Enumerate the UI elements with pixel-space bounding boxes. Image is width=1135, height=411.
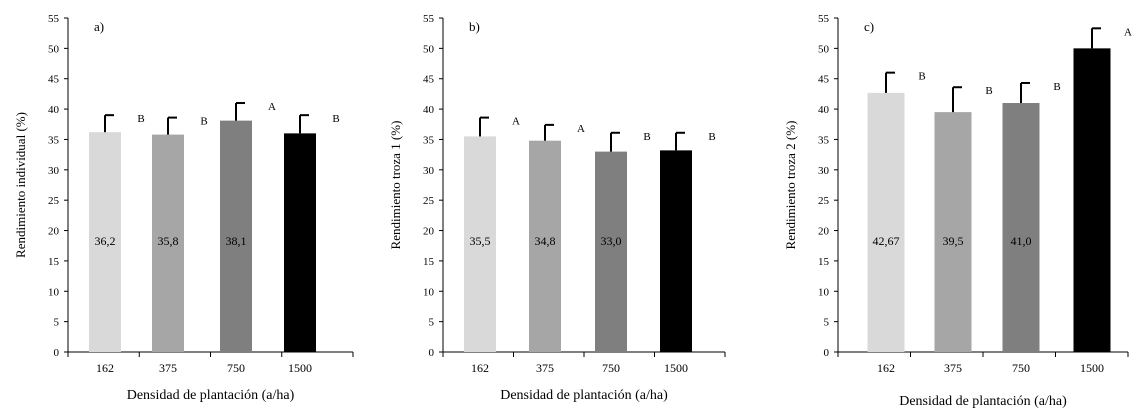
significance-letter: A (268, 101, 276, 113)
y-tick-label: 50 (423, 43, 435, 55)
significance-letter: B (1053, 81, 1060, 93)
y-tick-label: 20 (818, 226, 830, 238)
y-tick-label: 30 (818, 165, 830, 177)
significance-letter: A (577, 123, 585, 135)
bar-375 (934, 112, 972, 352)
bar-value-label: 33,2 (666, 234, 687, 248)
bar-value-label: 42,67 (873, 234, 900, 248)
significance-letter: B (643, 131, 650, 143)
significance-letter: B (137, 113, 144, 125)
y-tick-label: 20 (48, 226, 60, 238)
significance-letter: B (332, 113, 339, 125)
panel-label: a) (94, 19, 104, 34)
bar-value-label: 41,0 (1011, 234, 1032, 248)
x-tick-label: 162 (96, 361, 114, 375)
y-tick-label: 35 (48, 134, 60, 146)
bar-375 (152, 134, 184, 352)
x-tick-label: 375 (944, 361, 962, 375)
x-tick-label: 750 (1012, 361, 1030, 375)
y-tick-label: 5 (824, 317, 830, 329)
significance-letter: B (708, 131, 715, 143)
bar-375 (529, 140, 561, 352)
bar-750 (220, 120, 252, 352)
bar-value-label: 38,1 (226, 234, 247, 248)
x-tick-label: 750 (602, 361, 620, 375)
bar-value-label: 34,8 (535, 234, 556, 248)
y-tick-label: 10 (48, 286, 60, 298)
y-tick-label: 45 (818, 74, 830, 86)
bar-162 (867, 92, 905, 353)
y-tick-label: 45 (48, 74, 60, 86)
y-tick-label: 50 (818, 43, 830, 55)
bar-750 (1002, 103, 1040, 352)
y-tick-label: 0 (824, 347, 830, 359)
x-tick-label: 162 (877, 361, 895, 375)
x-axis-title: Densidad de plantación (a/ha) (899, 394, 1067, 409)
y-tick-label: 0 (54, 347, 60, 359)
bar-value-label: 36,0 (290, 234, 311, 248)
x-tick-label: 375 (159, 361, 177, 375)
y-tick-label: 55 (818, 13, 830, 25)
x-tick-label: 375 (536, 361, 554, 375)
y-tick-label: 15 (423, 256, 435, 268)
bar-value-label: 35,8 (158, 234, 179, 248)
y-tick-label: 55 (423, 13, 435, 25)
bar-750 (595, 151, 627, 352)
y-tick-label: 50 (48, 43, 60, 55)
y-tick-label: 40 (423, 104, 435, 116)
bar-value-label: 36,2 (95, 234, 116, 248)
y-tick-label: 15 (48, 256, 60, 268)
panel-label: b) (469, 19, 480, 34)
y-tick-label: 35 (423, 134, 435, 146)
y-tick-label: 25 (48, 195, 60, 207)
bar-162 (464, 136, 496, 352)
y-tick-label: 30 (48, 165, 60, 177)
bar-value-label: 35,5 (470, 234, 491, 248)
y-tick-label: 5 (54, 317, 60, 329)
y-tick-label: 40 (818, 104, 830, 116)
y-tick-label: 55 (48, 13, 60, 25)
y-axis-title: Rendimiento troza 1 (%) (388, 121, 403, 250)
chart-panel-a: 0 5 10 15 20 25 30 35 40 45 50 55 36,2 B 162 35,8 B 375 38… (13, 13, 354, 403)
x-axis-title: Densidad de plantación (a/ha) (127, 388, 295, 403)
significance-letter: A (512, 116, 520, 128)
chart-panel-b: 0 5 10 15 20 25 30 35 40 45 50 55 35,5 A 162 34,8 A 375 33… (388, 13, 726, 403)
y-tick-label: 10 (423, 286, 435, 298)
y-tick-label: 5 (429, 317, 435, 329)
bar-value-label: 33,0 (601, 234, 622, 248)
significance-letter: B (985, 85, 992, 97)
y-tick-label: 15 (818, 256, 830, 268)
bar-1500 (284, 133, 316, 352)
panel-label: c) (864, 19, 874, 34)
bar-1500 (1073, 48, 1111, 352)
x-axis-title: Densidad de plantación (a/ha) (500, 388, 668, 403)
significance-letter: B (918, 71, 925, 83)
bar-162 (89, 132, 121, 352)
x-tick-label: 162 (471, 361, 489, 375)
y-tick-label: 35 (818, 134, 830, 146)
x-tick-label: 1500 (288, 361, 312, 375)
significance-letter: B (200, 116, 207, 128)
bar-1500 (660, 150, 692, 352)
y-axis-title: Rendimiento individual (%) (13, 112, 28, 258)
y-tick-label: 45 (423, 74, 435, 86)
y-tick-label: 10 (818, 286, 830, 298)
y-tick-label: 25 (423, 195, 435, 207)
bar-value-label: 39,5 (943, 234, 964, 248)
chart-panel-c: 0 5 10 15 20 25 30 35 40 45 50 55 42,67 B 162 39,5 B 375 4… (783, 13, 1132, 409)
x-tick-label: 750 (227, 361, 245, 375)
y-tick-label: 40 (48, 104, 60, 116)
y-tick-label: 25 (818, 195, 830, 207)
x-tick-label: 1500 (1080, 361, 1104, 375)
bar-value-label: 50,0 (1082, 234, 1103, 248)
x-tick-label: 1500 (664, 361, 688, 375)
y-tick-label: 30 (423, 165, 435, 177)
y-tick-label: 0 (429, 347, 435, 359)
y-tick-label: 20 (423, 226, 435, 238)
y-axis-title: Rendimiento troza 2 (%) (783, 121, 798, 250)
significance-letter: A (1124, 26, 1132, 38)
